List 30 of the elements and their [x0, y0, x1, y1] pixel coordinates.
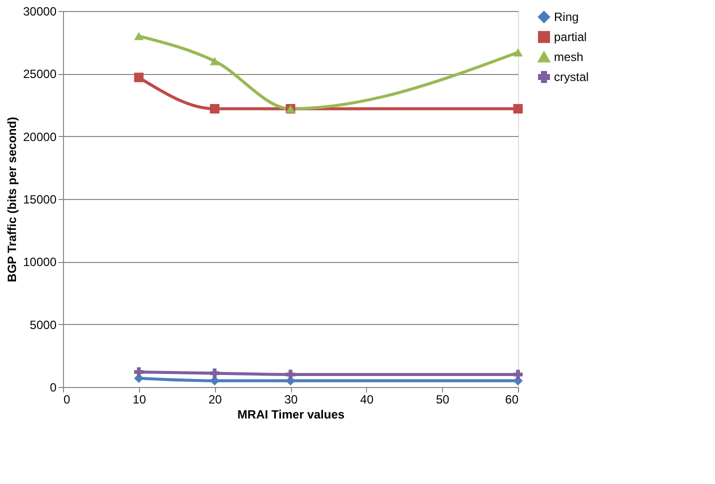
point — [134, 72, 144, 82]
x-tick-label: 20 — [208, 392, 222, 406]
x-tick-label: 10 — [132, 392, 146, 406]
legend-label: Ring — [554, 10, 579, 24]
point — [210, 368, 220, 378]
point — [513, 104, 523, 114]
x-tick-label: 50 — [436, 392, 450, 406]
legend-label: partial — [554, 30, 587, 44]
y-tick-label: 30000 — [23, 4, 57, 18]
y-tick-label: 10000 — [23, 255, 57, 270]
y-tick-label: 15000 — [23, 192, 57, 206]
point — [513, 48, 523, 56]
point — [286, 370, 296, 380]
point — [134, 367, 144, 377]
x-tick-label: 0 — [64, 392, 70, 406]
x-tick-label: 60 — [505, 392, 519, 406]
y-axis-title: BGP Traffic (bits per second) — [5, 116, 20, 282]
x-tick-label: 40 — [360, 392, 374, 406]
point — [513, 370, 523, 380]
point — [210, 57, 220, 66]
point — [134, 32, 144, 40]
x-axis-title: MRAI Timer values — [237, 408, 345, 422]
legend-label: mesh — [554, 50, 584, 64]
x-tick-label: 30 — [284, 392, 298, 406]
y-tick-label: 25000 — [23, 67, 57, 82]
point — [210, 104, 220, 114]
y-tick-label: 20000 — [23, 130, 57, 144]
legend-label: crystal — [554, 70, 589, 84]
y-tick-label: 0 — [50, 380, 57, 394]
y-tick-label: 5000 — [30, 318, 57, 332]
